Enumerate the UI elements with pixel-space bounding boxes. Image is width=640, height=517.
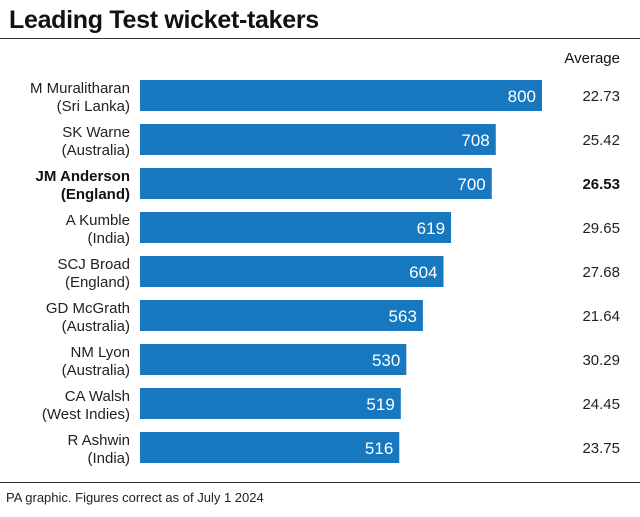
- bar-value-label: 519: [366, 395, 394, 414]
- bar-label-country: (Australia): [62, 318, 130, 335]
- footer-note: PA graphic. Figures correct as of July 1…: [6, 490, 264, 505]
- average-value: 26.53: [582, 176, 620, 193]
- average-value: 30.29: [582, 352, 620, 369]
- bar-value-label: 516: [365, 439, 393, 458]
- top-rule: [0, 38, 640, 39]
- bar-value-label: 700: [457, 175, 485, 194]
- bar-label-country: (Australia): [62, 362, 130, 379]
- bar: [140, 80, 542, 111]
- bar: [140, 388, 401, 419]
- bar-label-country: (Australia): [62, 142, 130, 159]
- bar-label-country: (West Indies): [42, 406, 130, 423]
- bar-label-country: (India): [87, 230, 130, 247]
- average-value: 21.64: [582, 308, 620, 325]
- bar-value-label: 708: [461, 131, 489, 150]
- bottom-rule: [0, 482, 640, 483]
- bar-value-label: 800: [508, 87, 536, 106]
- average-value: 25.42: [582, 132, 620, 149]
- bar-label-country: (England): [65, 274, 130, 291]
- bar-label-country: (England): [61, 186, 130, 203]
- average-value: 27.68: [582, 264, 620, 281]
- bar: [140, 300, 423, 331]
- bar: [140, 212, 452, 243]
- bar-label-name: A Kumble: [66, 212, 130, 229]
- chart-title: Leading Test wicket-takers: [9, 6, 319, 34]
- bar-label-name: M Muralitharan: [30, 80, 130, 97]
- bar: [140, 124, 496, 155]
- bar-value-label: 563: [389, 307, 417, 326]
- bar: [140, 256, 444, 287]
- bar-label-name: SK Warne: [62, 124, 130, 141]
- bar: [140, 168, 492, 199]
- average-value: 29.65: [582, 220, 620, 237]
- bar-label-name: NM Lyon: [71, 344, 130, 361]
- bar-label-name: CA Walsh: [65, 388, 130, 405]
- bar-label-country: (Sri Lanka): [57, 98, 130, 115]
- bar-label-country: (India): [87, 450, 130, 467]
- average-value: 23.75: [582, 440, 620, 457]
- average-value: 24.45: [582, 396, 620, 413]
- bar: [140, 432, 400, 463]
- bar-value-label: 530: [372, 351, 400, 370]
- bar-label-name: JM Anderson: [36, 168, 130, 185]
- average-column-header: Average: [564, 50, 620, 67]
- bar-value-label: 604: [409, 263, 437, 282]
- bar-label-name: R Ashwin: [67, 432, 130, 449]
- average-value: 22.73: [582, 88, 620, 105]
- bar-label-name: SCJ Broad: [57, 256, 130, 273]
- bar-value-label: 619: [417, 219, 445, 238]
- bar-label-name: GD McGrath: [46, 300, 130, 317]
- bar: [140, 344, 407, 375]
